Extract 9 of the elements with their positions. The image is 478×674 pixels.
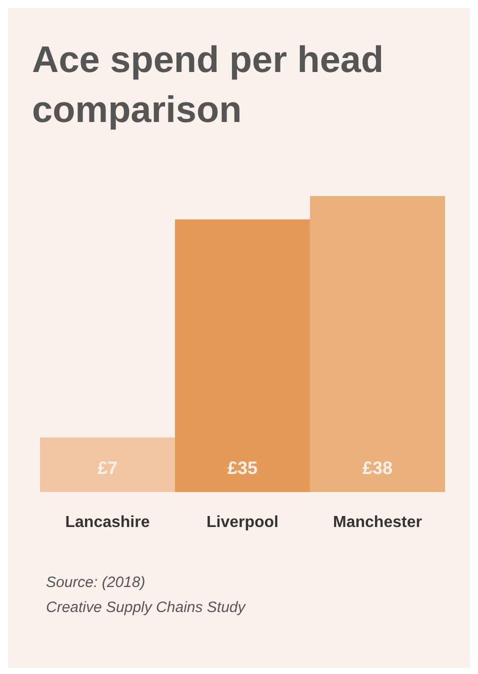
chart-title: Ace spend per head comparison [32,39,384,130]
text: Creative Supply Chains Study [46,599,247,616]
data-label: £7 [97,458,118,478]
x-tick-label: Liverpool [206,514,279,531]
source-note: Source: (2018) [46,574,146,591]
data-label: £35 [227,458,258,478]
data-label: £38 [362,458,393,478]
x-tick-label: Manchester [333,514,422,531]
x-tick-label: Lancashire [65,514,150,531]
